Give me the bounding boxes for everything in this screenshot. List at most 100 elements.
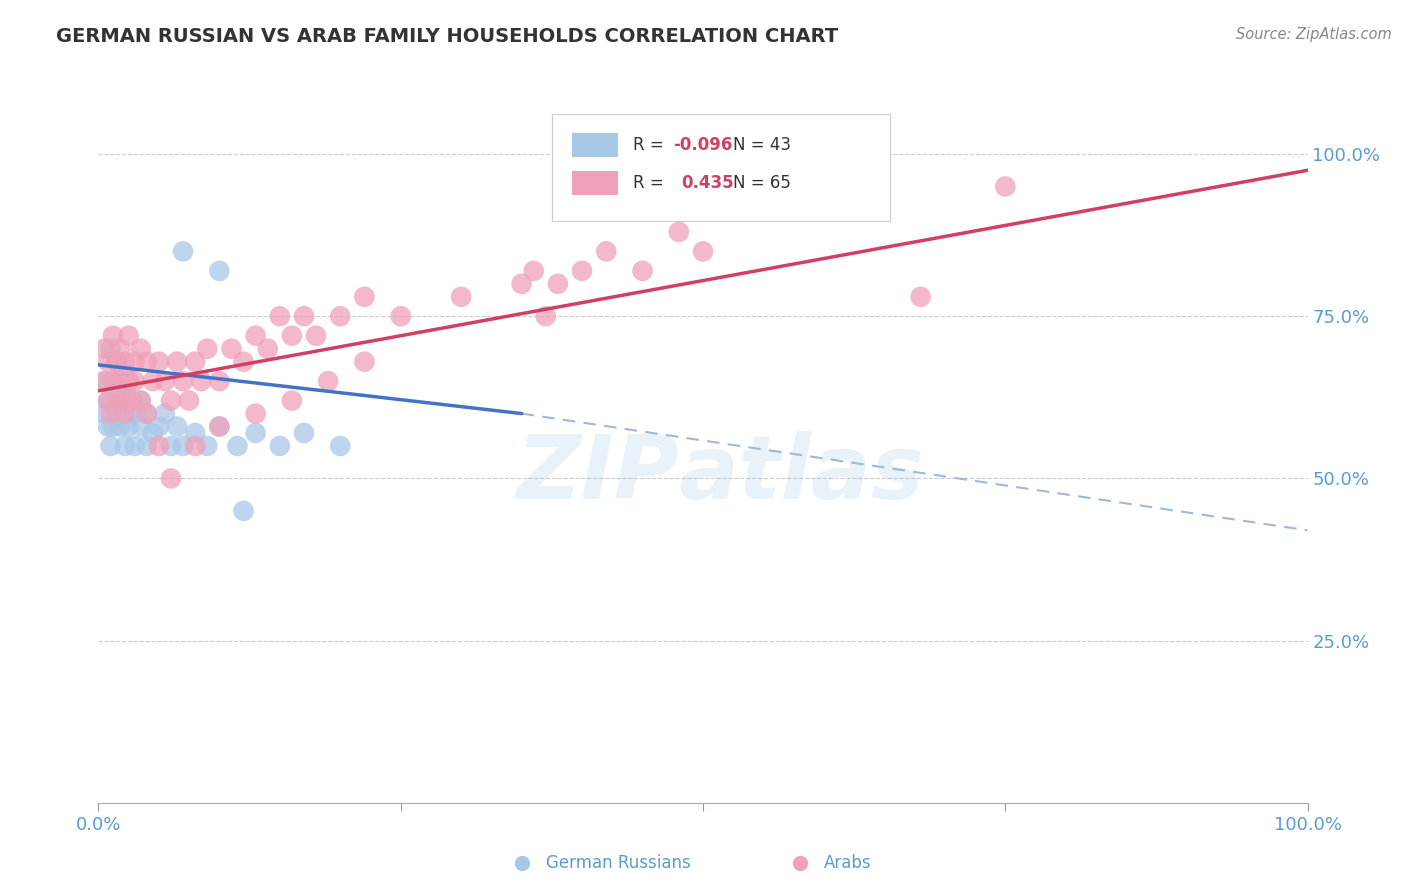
Point bbox=[172, 439, 194, 453]
Point bbox=[124, 439, 146, 453]
Point bbox=[114, 407, 136, 421]
FancyBboxPatch shape bbox=[551, 114, 890, 221]
Point bbox=[101, 374, 124, 388]
Point bbox=[221, 342, 243, 356]
Point bbox=[160, 471, 183, 485]
Point bbox=[269, 439, 291, 453]
Text: N = 43: N = 43 bbox=[734, 136, 792, 153]
FancyBboxPatch shape bbox=[572, 170, 619, 194]
Point bbox=[118, 419, 141, 434]
Point bbox=[523, 264, 546, 278]
Point bbox=[208, 419, 231, 434]
Point bbox=[101, 419, 124, 434]
Point bbox=[281, 328, 304, 343]
Point bbox=[93, 407, 115, 421]
Point bbox=[135, 354, 157, 368]
Point bbox=[108, 342, 131, 356]
Point bbox=[129, 393, 152, 408]
Text: N = 65: N = 65 bbox=[734, 175, 792, 193]
Point bbox=[93, 374, 115, 388]
Point bbox=[118, 374, 141, 388]
Point bbox=[111, 393, 134, 408]
Point bbox=[208, 264, 231, 278]
Point bbox=[108, 374, 131, 388]
Text: Arabs: Arabs bbox=[824, 855, 872, 872]
Point bbox=[389, 310, 412, 324]
Text: 0.435: 0.435 bbox=[682, 175, 734, 193]
Point bbox=[148, 419, 170, 434]
Point bbox=[114, 439, 136, 453]
Point bbox=[232, 354, 254, 368]
Point bbox=[101, 328, 124, 343]
Point bbox=[329, 310, 352, 324]
Point bbox=[534, 310, 557, 324]
Point bbox=[595, 244, 617, 259]
Point bbox=[179, 393, 201, 408]
Point bbox=[208, 374, 231, 388]
Point bbox=[226, 439, 249, 453]
Point bbox=[269, 310, 291, 324]
Point bbox=[100, 407, 122, 421]
Point bbox=[281, 393, 304, 408]
Point bbox=[329, 439, 352, 453]
Text: R =: R = bbox=[633, 136, 669, 153]
Point bbox=[160, 439, 183, 453]
Point bbox=[118, 374, 141, 388]
Point bbox=[135, 407, 157, 421]
Point bbox=[353, 354, 375, 368]
Point bbox=[172, 374, 194, 388]
Point bbox=[142, 425, 165, 440]
Point bbox=[668, 225, 690, 239]
Point bbox=[97, 393, 120, 408]
Point bbox=[256, 342, 278, 356]
Point bbox=[195, 342, 218, 356]
Point bbox=[93, 374, 115, 388]
Point bbox=[97, 419, 120, 434]
Point bbox=[97, 393, 120, 408]
Point bbox=[631, 264, 654, 278]
Point bbox=[292, 425, 315, 440]
Text: R =: R = bbox=[633, 175, 673, 193]
Point bbox=[148, 439, 170, 453]
Point bbox=[111, 407, 134, 421]
Point bbox=[101, 374, 124, 388]
FancyBboxPatch shape bbox=[572, 133, 619, 157]
Point bbox=[510, 277, 533, 291]
Point bbox=[135, 439, 157, 453]
Point bbox=[547, 277, 569, 291]
Point bbox=[100, 439, 122, 453]
Point bbox=[208, 419, 231, 434]
Point bbox=[105, 407, 128, 421]
Point bbox=[232, 504, 254, 518]
Point bbox=[105, 393, 128, 408]
Point bbox=[100, 342, 122, 356]
Point bbox=[124, 374, 146, 388]
Point bbox=[108, 393, 131, 408]
Point bbox=[129, 342, 152, 356]
Point bbox=[153, 374, 176, 388]
Point bbox=[118, 328, 141, 343]
Point bbox=[111, 374, 134, 388]
Point bbox=[142, 374, 165, 388]
Text: ZIP: ZIP bbox=[516, 431, 679, 518]
Point bbox=[316, 374, 339, 388]
Point bbox=[124, 354, 146, 368]
Point bbox=[184, 439, 207, 453]
Point bbox=[108, 419, 131, 434]
Point bbox=[571, 264, 593, 278]
Point bbox=[105, 354, 128, 368]
Point bbox=[195, 439, 218, 453]
Text: GERMAN RUSSIAN VS ARAB FAMILY HOUSEHOLDS CORRELATION CHART: GERMAN RUSSIAN VS ARAB FAMILY HOUSEHOLDS… bbox=[56, 27, 838, 45]
Point bbox=[114, 354, 136, 368]
Point bbox=[118, 407, 141, 421]
Point bbox=[245, 407, 267, 421]
Text: Source: ZipAtlas.com: Source: ZipAtlas.com bbox=[1236, 27, 1392, 42]
Point bbox=[121, 393, 143, 408]
Point bbox=[353, 290, 375, 304]
Point bbox=[910, 290, 932, 304]
Point bbox=[450, 290, 472, 304]
Point bbox=[292, 310, 315, 324]
Text: German Russians: German Russians bbox=[546, 855, 690, 872]
Point bbox=[692, 244, 714, 259]
Point bbox=[105, 354, 128, 368]
